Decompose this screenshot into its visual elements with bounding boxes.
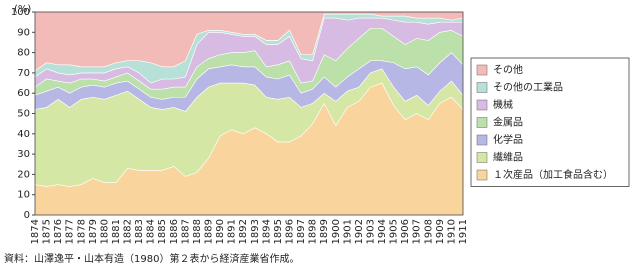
y-tick-label: 100: [11, 7, 30, 18]
source-note: 資料：山澤逸平・山本有造（1980）第２表から経済産業省作成。: [4, 252, 299, 265]
x-tick-label: 1888: [192, 219, 203, 244]
x-tick-label: 1911: [458, 219, 469, 244]
x-tick-label: 1897: [296, 219, 307, 244]
x-tick-label: 1907: [412, 219, 423, 244]
legend-label: 繊維品: [493, 151, 523, 164]
y-tick-label: 10: [17, 190, 30, 201]
x-tick-label: 1879: [88, 219, 99, 244]
x-tick-label: 1890: [215, 219, 226, 244]
x-tick-label: 1885: [157, 219, 168, 244]
x-tick-label: 1898: [308, 219, 319, 244]
legend-box: [470, 57, 630, 187]
x-tick-label: 1891: [227, 219, 238, 244]
y-tick-label: 70: [17, 68, 30, 79]
x-tick-label: 1882: [123, 219, 134, 244]
x-tick-label: 1899: [319, 219, 330, 244]
x-tick-label: 1880: [99, 219, 110, 244]
y-tick-label: 0: [24, 210, 30, 221]
x-tick-label: 1902: [354, 219, 365, 244]
y-tick-label: 50: [17, 109, 30, 120]
x-tick-label: 1893: [250, 219, 261, 244]
x-tick-label: 1903: [365, 219, 376, 244]
y-tick-label: 20: [17, 169, 30, 180]
legend-swatch: [476, 82, 488, 93]
x-tick-label: 1910: [446, 219, 457, 244]
y-tick-label: 40: [17, 129, 30, 140]
x-tick-label: 1884: [146, 219, 157, 244]
x-tick-label: 1904: [377, 219, 388, 244]
x-tick-label: 1876: [53, 219, 64, 244]
legend-swatch: [476, 152, 488, 163]
y-tick-label: 60: [17, 88, 30, 99]
x-tick-label: 1908: [423, 219, 434, 244]
x-tick-label: 1874: [30, 219, 41, 244]
x-tick-label: 1892: [238, 219, 249, 244]
y-axis-label: (%): [14, 4, 31, 15]
x-tick-label: 1889: [204, 219, 215, 244]
legend-label: 金属品: [493, 116, 523, 129]
x-tick-label: 1887: [180, 219, 191, 244]
x-tick-label: 1875: [42, 219, 53, 244]
x-tick-label: 1883: [134, 219, 145, 244]
x-tick-label: 1905: [389, 219, 400, 244]
x-tick-label: 1877: [65, 219, 76, 244]
legend-swatch: [476, 169, 488, 181]
y-tick-label: 90: [17, 27, 30, 38]
legend-swatch: [476, 117, 488, 128]
y-tick-label: 30: [17, 149, 30, 160]
x-tick-label: 1896: [284, 219, 295, 244]
legend-label: 機械: [493, 98, 513, 111]
legend-label: 化学品: [493, 133, 523, 146]
x-tick-label: 1906: [400, 219, 411, 244]
x-tick-label: 1881: [111, 219, 122, 244]
legend-label: その他: [493, 63, 523, 76]
x-tick-label: 1900: [331, 219, 342, 244]
legend-label: その他の工業品: [493, 81, 563, 94]
x-tick-label: 1886: [169, 219, 180, 244]
legend-swatch: [476, 99, 488, 111]
x-tick-label: 1895: [273, 219, 284, 244]
x-tick-label: 1909: [435, 219, 446, 244]
x-tick-label: 1894: [261, 219, 272, 244]
x-tick-label: 1901: [342, 219, 353, 244]
legend-swatch: [476, 134, 488, 146]
x-tick-label: 1878: [76, 219, 87, 244]
legend-label: １次産品（加工食品含む）: [493, 168, 613, 181]
y-tick-label: 80: [17, 48, 30, 59]
legend-swatch: [476, 64, 488, 76]
